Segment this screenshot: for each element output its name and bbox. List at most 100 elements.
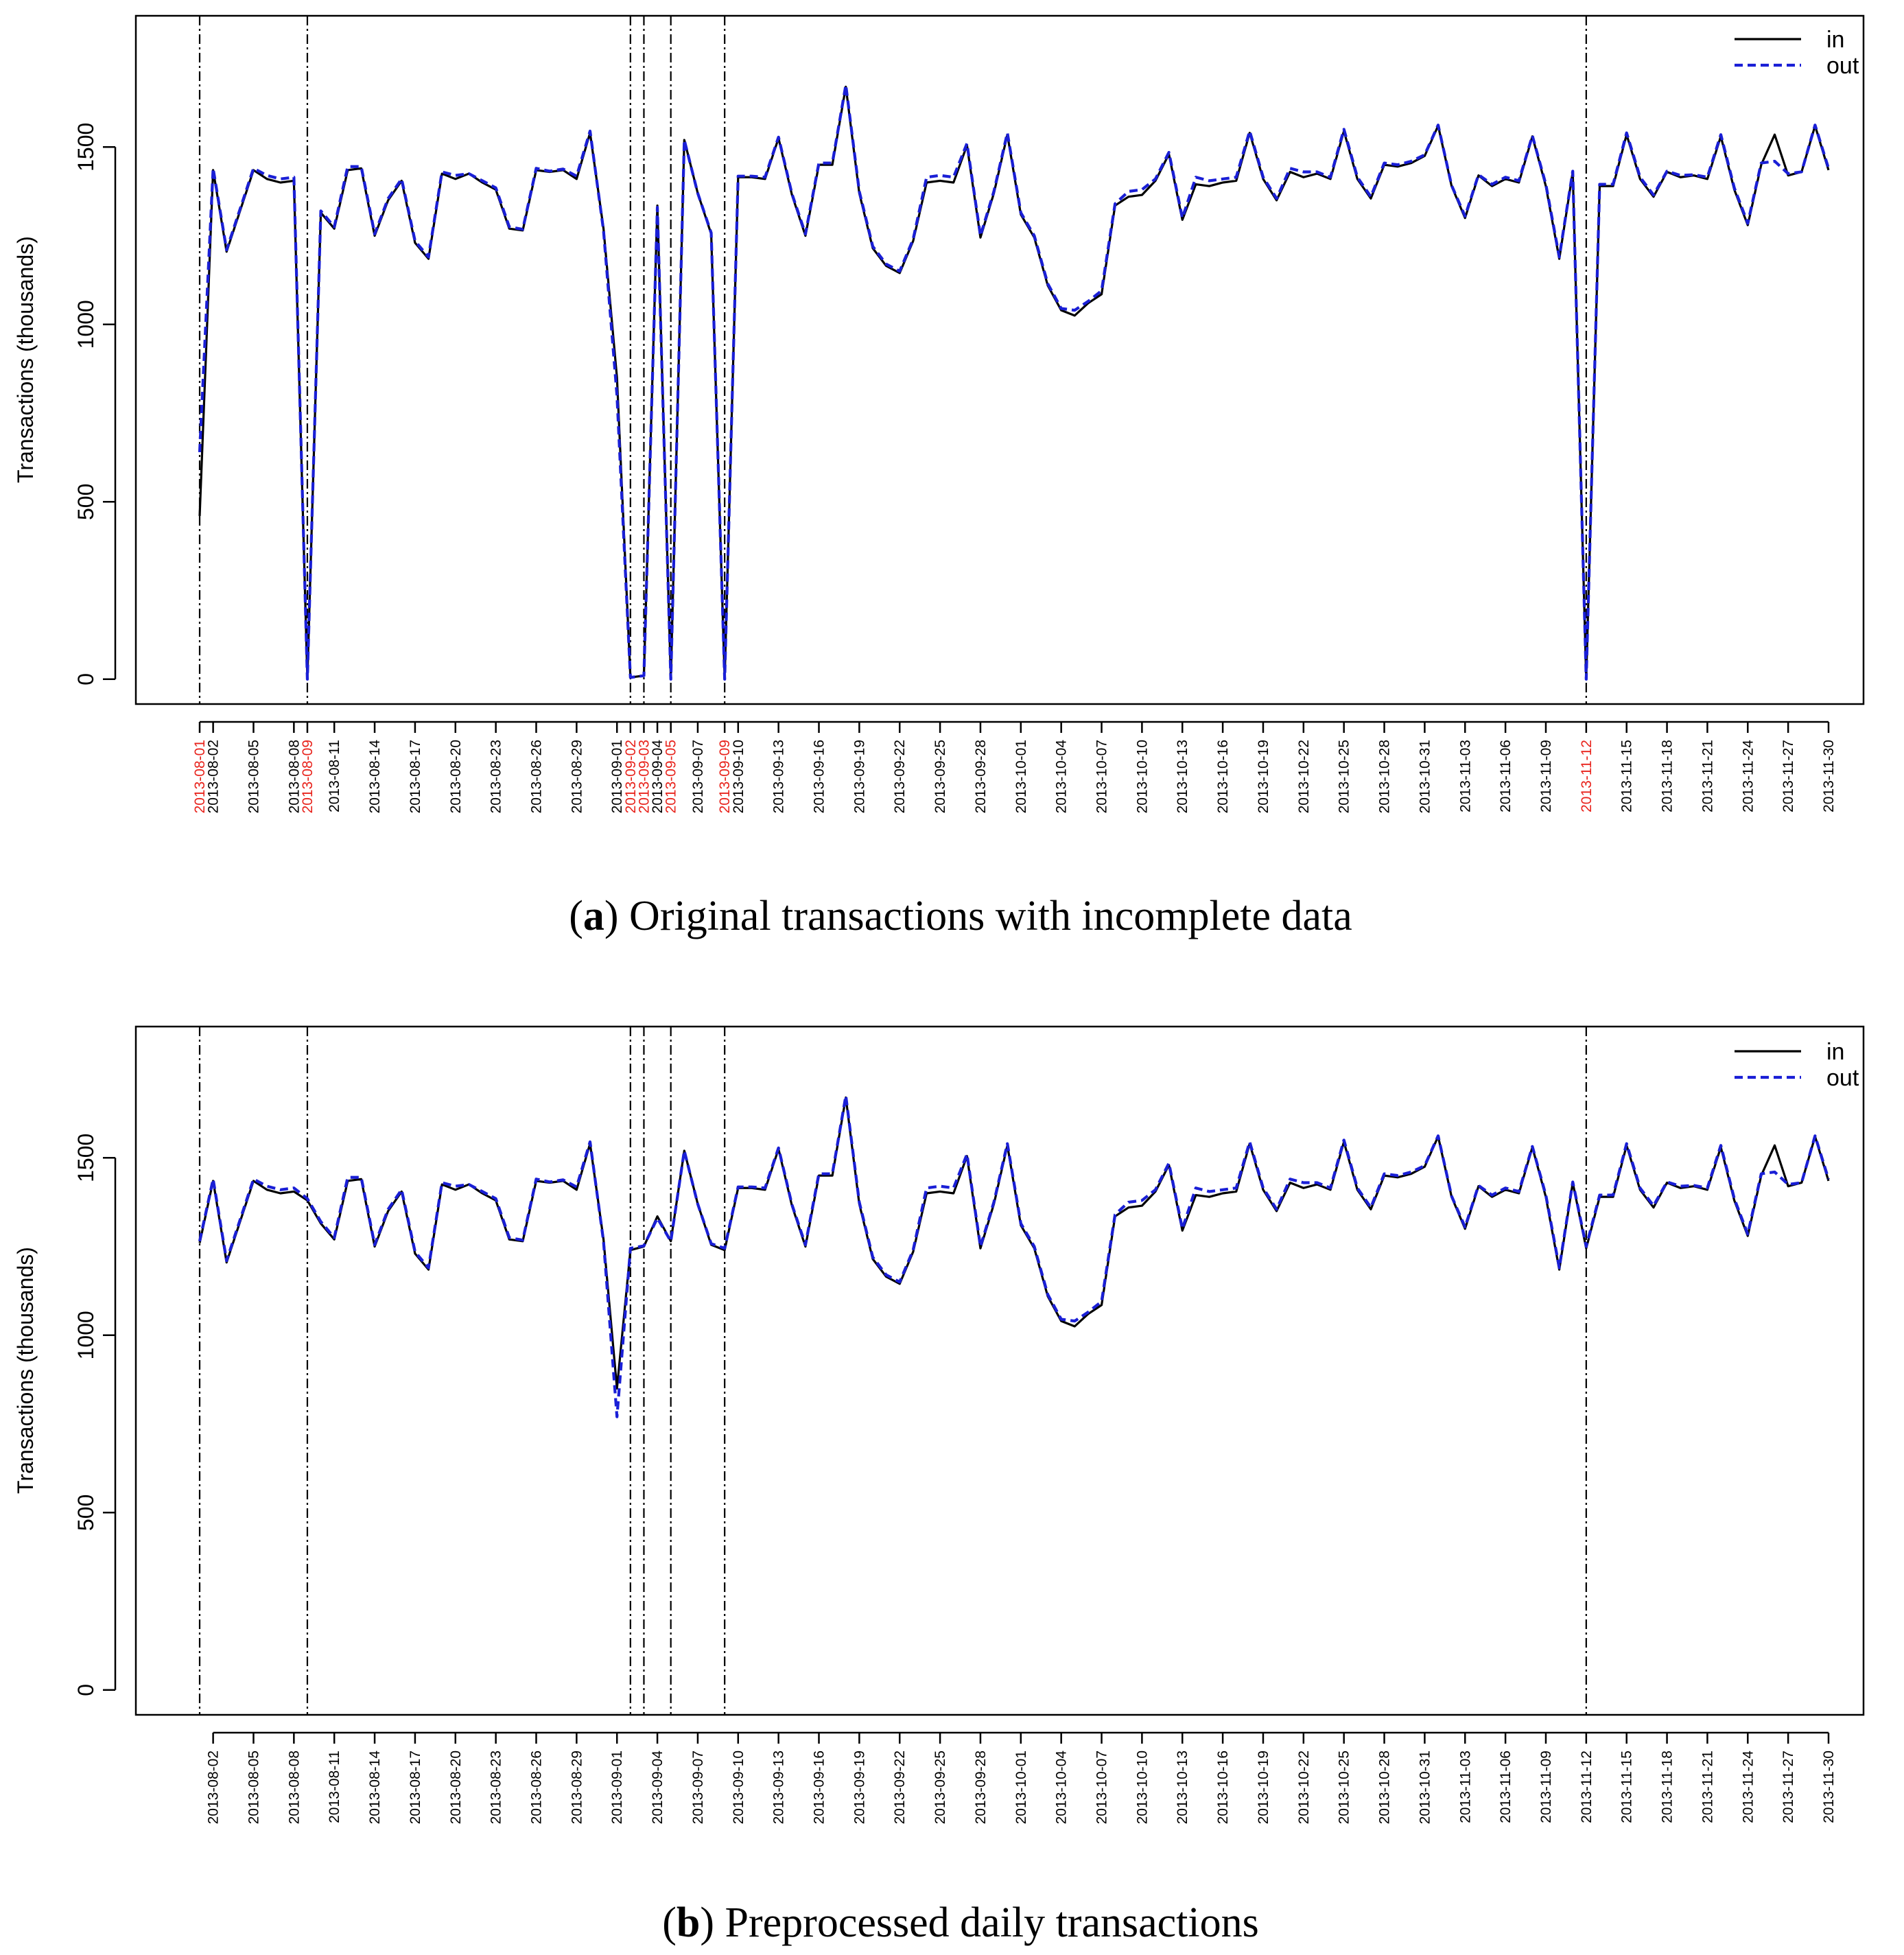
legend-label-out: out xyxy=(1826,53,1859,79)
x-tick-label: 2013-08-05 xyxy=(246,740,261,813)
x-tick-label: 2013-08-08 xyxy=(286,1751,302,1824)
y-axis: 0 500 1000 1500 xyxy=(73,123,117,686)
x-tick-label: 2013-11-12 xyxy=(1579,1751,1595,1823)
x-tick-label: 2013-08-17 xyxy=(408,1751,423,1824)
x-tick-label: 2013-09-22 xyxy=(892,1751,908,1824)
x-tick-label: 2013-11-09 xyxy=(1538,740,1554,812)
x-tick-label: 2013-08-29 xyxy=(569,1751,585,1824)
x-tick-label: 2013-09-01 xyxy=(609,1751,625,1824)
x-tick-label: 2013-10-28 xyxy=(1377,740,1393,813)
vertical-markers xyxy=(198,16,1587,704)
x-tick-label: 2013-08-17 xyxy=(408,740,423,813)
x-tick-label: 2013-10-25 xyxy=(1337,1751,1352,1824)
y-tick-label: 1500 xyxy=(73,1134,98,1182)
x-tick-label: 2013-11-18 xyxy=(1660,1751,1676,1823)
x-tick-label: 2013-09-04 xyxy=(650,740,666,814)
x-tick-label: 2013-10-07 xyxy=(1094,740,1110,813)
series-line-out xyxy=(198,1094,1831,1418)
y-axis: 0 500 1000 1500 xyxy=(73,1134,117,1696)
series-layer xyxy=(198,83,1831,681)
legend-label-in: in xyxy=(1826,1039,1844,1065)
x-tick-label: 2013-11-30 xyxy=(1821,740,1837,812)
x-tick-label: 2013-11-03 xyxy=(1457,1751,1473,1823)
x-tick-label: 2013-09-19 xyxy=(851,1751,867,1824)
x-tick-label: 2013-08-01 xyxy=(192,740,208,813)
x-tick-label: 2013-11-21 xyxy=(1700,1751,1715,1823)
y-tick-label: 0 xyxy=(73,1684,98,1696)
y-tick-label: 500 xyxy=(73,1495,98,1531)
x-tick-label: 2013-10-31 xyxy=(1417,1751,1433,1824)
legend: in out xyxy=(1735,27,1859,79)
x-tick-label: 2013-10-22 xyxy=(1296,740,1312,813)
x-tick-label: 2013-10-13 xyxy=(1175,1751,1190,1824)
x-tick-label: 2013-09-03 xyxy=(636,740,652,813)
x-tick-label: 2013-08-20 xyxy=(448,1751,464,1824)
panel-caption: (a) Original transactions with incomplet… xyxy=(569,893,1352,939)
x-tick-label: 2013-11-15 xyxy=(1619,1751,1635,1823)
x-tick-label: 2013-10-01 xyxy=(1013,740,1029,813)
x-tick-label: 2013-10-19 xyxy=(1256,1751,1271,1824)
x-tick-label: 2013-11-12 xyxy=(1579,740,1595,812)
x-tick-label: 2013-08-26 xyxy=(528,1751,544,1824)
x-tick-label: 2013-09-28 xyxy=(973,1751,989,1824)
series-line-out xyxy=(198,83,1831,681)
x-tick-label: 2013-11-24 xyxy=(1740,1751,1756,1823)
x-tick-label: 2013-11-15 xyxy=(1619,740,1635,812)
x-tick-label: 2013-10-28 xyxy=(1377,1751,1393,1824)
y-tick-label: 1000 xyxy=(73,300,98,349)
x-tick-label: 2013-09-22 xyxy=(892,740,908,813)
x-tick-label: 2013-08-11 xyxy=(327,1751,342,1823)
vertical-markers xyxy=(198,1027,1587,1715)
x-tick-label: 2013-09-09 xyxy=(717,740,733,813)
x-tick-label: 2013-10-10 xyxy=(1134,740,1150,813)
x-tick-label: 2013-11-09 xyxy=(1538,1751,1554,1823)
x-tick-label: 2013-11-03 xyxy=(1457,740,1473,812)
caption-text: Preprocessed daily transactions xyxy=(725,1899,1259,1946)
x-tick-label: 2013-09-25 xyxy=(932,1751,948,1824)
y-tick-label: 0 xyxy=(73,673,98,686)
x-tick-label: 2013-09-02 xyxy=(623,740,639,813)
x-tick-label: 2013-09-10 xyxy=(731,740,747,813)
x-tick-label: 2013-10-22 xyxy=(1296,1751,1312,1824)
x-tick-label: 2013-09-07 xyxy=(690,1751,706,1824)
x-tick-label: 2013-10-04 xyxy=(1054,740,1070,814)
x-tick-label: 2013-09-19 xyxy=(851,740,867,813)
x-tick-label: 2013-10-16 xyxy=(1215,1751,1231,1824)
x-tick-label: 2013-08-08 xyxy=(286,740,302,813)
y-axis-label: Transactions (thousands) xyxy=(13,1247,38,1494)
legend-label-out: out xyxy=(1826,1065,1859,1091)
x-tick-label: 2013-09-01 xyxy=(609,740,625,813)
x-tick-label: 2013-08-20 xyxy=(448,740,464,813)
panel-letter: a xyxy=(583,893,604,939)
x-tick-label: 2013-08-14 xyxy=(367,1751,383,1825)
x-tick-label: 2013-09-05 xyxy=(663,740,679,813)
x-tick-label: 2013-11-27 xyxy=(1780,740,1796,812)
x-tick-label: 2013-09-13 xyxy=(771,1751,787,1824)
x-tick-label: 2013-08-26 xyxy=(528,740,544,813)
x-tick-label: 2013-09-13 xyxy=(771,740,787,813)
y-tick-label: 1000 xyxy=(73,1311,98,1359)
x-tick-label: 2013-09-25 xyxy=(932,740,948,813)
x-tick-label: 2013-10-07 xyxy=(1094,1751,1110,1824)
x-tick-label: 2013-10-10 xyxy=(1134,1751,1150,1824)
plot-frame xyxy=(134,14,1865,705)
x-tick-label: 2013-10-19 xyxy=(1256,740,1271,813)
x-tick-label: 2013-08-02 xyxy=(206,740,222,813)
x-tick-label: 2013-11-18 xyxy=(1660,740,1676,812)
plot-frame xyxy=(134,1025,1865,1716)
y-tick-label: 1500 xyxy=(73,123,98,172)
x-tick-label: 2013-09-28 xyxy=(973,740,989,813)
x-tick-label: 2013-09-16 xyxy=(812,740,827,813)
panel-caption: (b) Preprocessed daily transactions xyxy=(662,1899,1259,1946)
y-tick-label: 500 xyxy=(73,484,98,520)
x-tick-label: 2013-10-04 xyxy=(1054,1751,1070,1825)
x-tick-label: 2013-11-21 xyxy=(1700,740,1715,812)
x-tick-label: 2013-09-04 xyxy=(650,1751,666,1825)
x-tick-label: 2013-10-13 xyxy=(1175,740,1190,813)
x-tick-label: 2013-10-31 xyxy=(1417,740,1433,813)
y-axis-label: Transactions (thousands) xyxy=(13,236,38,483)
